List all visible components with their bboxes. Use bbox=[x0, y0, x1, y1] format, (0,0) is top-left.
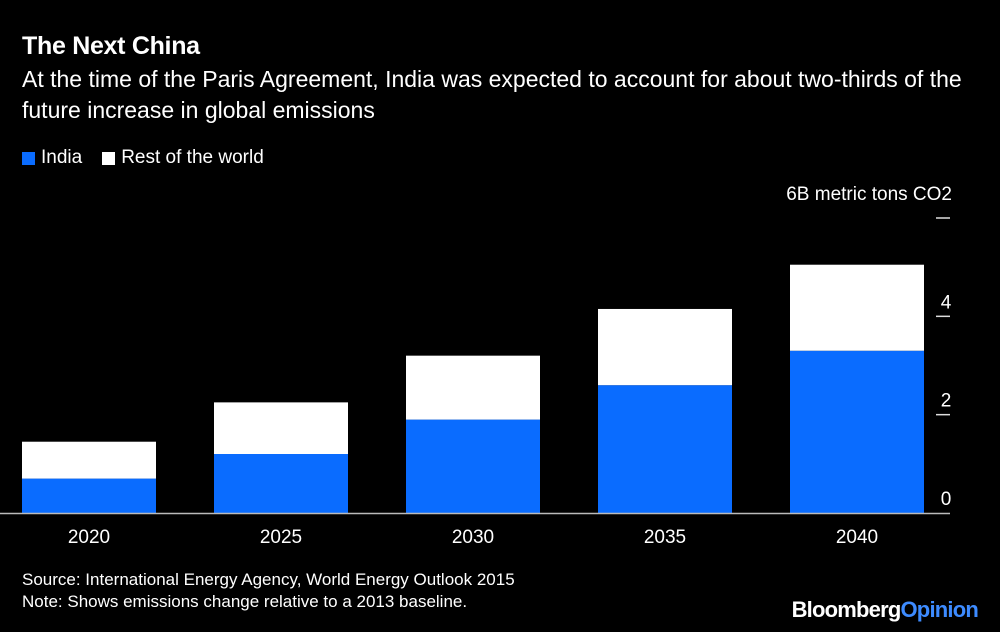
x-tick-label: 2040 bbox=[836, 527, 878, 548]
bar-rest-2035 bbox=[598, 308, 732, 386]
source-text: Source: International Energy Agency, Wor… bbox=[22, 570, 515, 589]
legend-item-rest: Rest of the world bbox=[102, 147, 264, 169]
y-tick-label: 2 bbox=[941, 391, 952, 412]
legend-item-india: India bbox=[22, 147, 82, 169]
y-axis-unit-label: 6B metric tons CO2 bbox=[786, 184, 952, 205]
legend-label: Rest of the world bbox=[121, 147, 264, 168]
chart-subtitle: At the time of the Paris Agreement, Indi… bbox=[22, 66, 962, 123]
legend-swatch-rest bbox=[102, 151, 116, 165]
bar-india-2040 bbox=[790, 350, 924, 513]
bar-india-2035 bbox=[598, 385, 732, 513]
bar-india-2030 bbox=[406, 419, 540, 513]
legend: India Rest of the world bbox=[22, 147, 264, 169]
bar-rest-2030 bbox=[406, 355, 540, 420]
x-tick-label: 2030 bbox=[452, 527, 494, 548]
legend-swatch-india bbox=[22, 151, 35, 165]
bar-rest-2020 bbox=[22, 441, 156, 479]
x-tick-label: 2035 bbox=[644, 527, 686, 548]
footnotes: Source: International Energy Agency, Wor… bbox=[22, 569, 515, 613]
bar-india-2020 bbox=[22, 478, 156, 513]
legend-label: India bbox=[41, 147, 83, 168]
x-tick-label: 2025 bbox=[260, 527, 302, 548]
bar-rest-2040 bbox=[790, 264, 924, 351]
bar-india-2025 bbox=[214, 454, 348, 513]
x-tick-label: 2020 bbox=[68, 527, 110, 548]
bar-rest-2025 bbox=[214, 402, 348, 454]
y-tick-label: 4 bbox=[941, 292, 952, 313]
note-text: Note: Shows emissions change relative to… bbox=[22, 592, 468, 611]
bloomberg-opinion-logo: BloombergOpinion bbox=[791, 597, 979, 622]
chart-title: The Next China bbox=[22, 32, 200, 60]
y-tick-label: 0 bbox=[941, 489, 952, 510]
